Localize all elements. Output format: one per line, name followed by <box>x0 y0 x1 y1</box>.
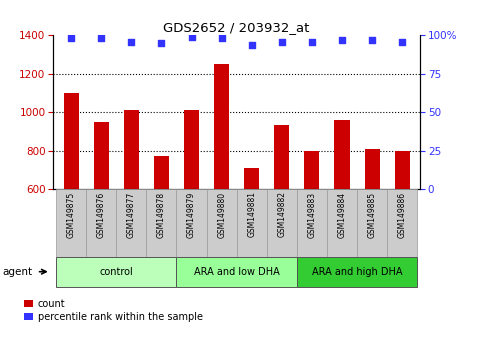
Bar <box>56 189 86 257</box>
Text: GSM149880: GSM149880 <box>217 192 226 238</box>
Point <box>188 34 196 40</box>
Text: GSM149875: GSM149875 <box>67 192 76 238</box>
Text: agent: agent <box>2 267 32 277</box>
Text: ARA and high DHA: ARA and high DHA <box>312 267 402 277</box>
Bar <box>304 151 319 189</box>
Bar <box>237 189 267 257</box>
Bar <box>297 189 327 257</box>
Point <box>308 39 316 44</box>
Point <box>398 39 406 44</box>
Point <box>67 36 75 41</box>
Bar <box>207 189 237 257</box>
Text: GSM149878: GSM149878 <box>157 192 166 238</box>
Title: GDS2652 / 203932_at: GDS2652 / 203932_at <box>163 21 310 34</box>
Text: GSM149876: GSM149876 <box>97 192 106 238</box>
Bar <box>327 189 357 257</box>
Bar <box>267 189 297 257</box>
Text: GSM149877: GSM149877 <box>127 192 136 238</box>
Bar <box>56 257 176 287</box>
Text: control: control <box>99 267 133 277</box>
Point <box>338 37 346 43</box>
Text: GSM149885: GSM149885 <box>368 192 377 238</box>
Bar <box>244 168 259 189</box>
Bar <box>387 189 417 257</box>
Point <box>128 39 135 44</box>
Bar <box>94 122 109 189</box>
Bar <box>274 125 289 189</box>
Bar <box>214 64 229 189</box>
Bar <box>116 189 146 257</box>
Bar <box>395 151 410 189</box>
Bar <box>124 110 139 189</box>
Bar <box>86 189 116 257</box>
Point <box>278 39 285 44</box>
Legend: count, percentile rank within the sample: count, percentile rank within the sample <box>24 299 203 321</box>
Bar <box>357 189 387 257</box>
Bar <box>365 149 380 189</box>
Point <box>248 42 256 47</box>
Text: GSM149881: GSM149881 <box>247 192 256 238</box>
Bar <box>146 189 176 257</box>
Text: GSM149886: GSM149886 <box>398 192 407 238</box>
Point <box>157 40 165 46</box>
Point <box>98 36 105 41</box>
Bar <box>64 93 79 189</box>
Text: GSM149882: GSM149882 <box>277 192 286 238</box>
Bar <box>297 257 417 287</box>
Text: GSM149879: GSM149879 <box>187 192 196 238</box>
Text: ARA and low DHA: ARA and low DHA <box>194 267 280 277</box>
Bar <box>184 110 199 189</box>
Text: GSM149884: GSM149884 <box>338 192 346 238</box>
Point <box>368 37 376 43</box>
Bar <box>154 156 169 189</box>
Text: GSM149883: GSM149883 <box>307 192 316 238</box>
Point <box>218 36 226 41</box>
Bar <box>176 257 297 287</box>
Bar <box>334 120 350 189</box>
Bar <box>176 189 207 257</box>
